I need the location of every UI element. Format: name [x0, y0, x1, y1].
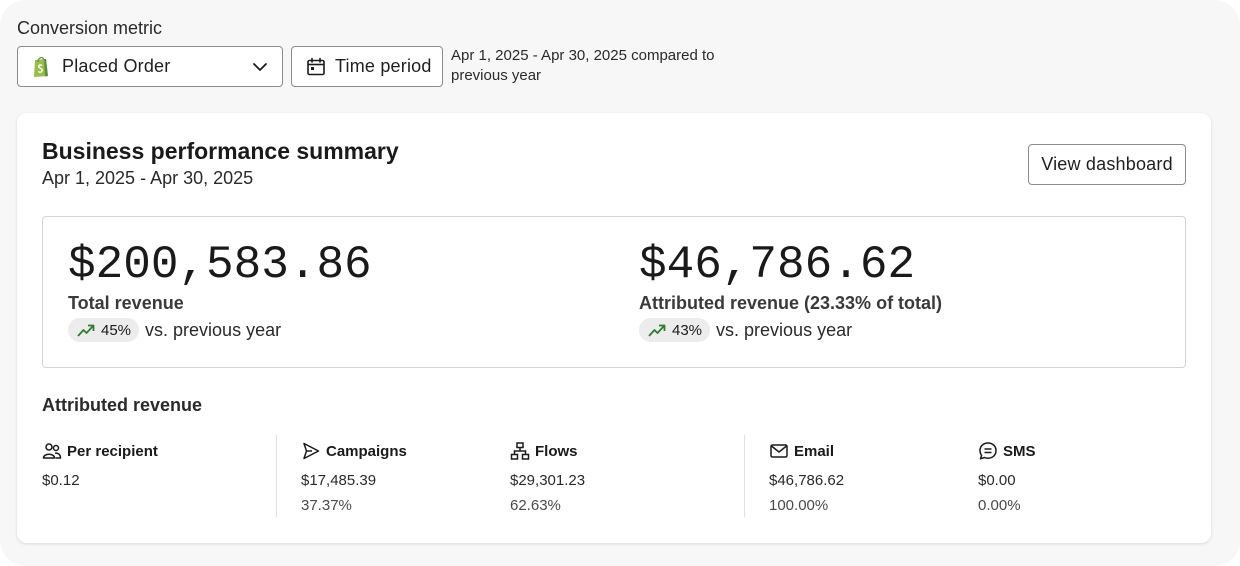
column-share: 100.00% [769, 497, 829, 514]
comparison-text: vs. previous year [145, 319, 282, 340]
column-share: 37.37% [301, 497, 352, 514]
view-dashboard-button[interactable]: View dashboard [1028, 144, 1186, 185]
flows-column: Flows $29,301.23 62.63% [510, 441, 585, 514]
kpi-label: Attributed revenue (23.33% of total) [639, 293, 943, 313]
email-icon [770, 444, 788, 458]
column-value: $0.12 [42, 472, 80, 489]
conversion-metric-value: Placed Order [62, 56, 171, 76]
comparison-text: vs. previous year [716, 319, 853, 340]
chevron-down-icon [253, 63, 267, 71]
people-icon [42, 443, 62, 459]
card-date-range: Apr 1, 2025 - Apr 30, 2025 [42, 168, 254, 188]
kpi-trend: 43% vs. previous year [639, 318, 852, 342]
column-divider [744, 435, 745, 517]
column-label: Campaigns [326, 442, 407, 460]
time-period-button[interactable]: Time period [291, 46, 443, 87]
conversion-metric-label: Conversion metric [17, 18, 163, 38]
column-share: 62.63% [510, 497, 561, 514]
sms-icon [979, 442, 997, 460]
column-value: $17,485.39 [301, 472, 377, 489]
kpi-label: Total revenue [68, 293, 184, 313]
kpi-value: $46,786.62 [639, 239, 916, 291]
kpi-trend: 45% vs. previous year [68, 318, 281, 342]
change-badge: 43% [639, 318, 711, 342]
sms-column: SMS $0.00 0.00% [978, 441, 1036, 514]
kpi-panel: $200,583.86 Total revenue 45% vs. previo… [42, 216, 1186, 368]
shopify-icon [34, 56, 48, 77]
comparison-range-text: Apr 1, 2025 - Apr 30, 2025 compared to p… [451, 47, 715, 84]
campaign-send-icon [303, 442, 320, 460]
campaigns-column: Campaigns $17,485.39 37.37% [301, 441, 407, 515]
column-label: Per recipient [67, 442, 158, 460]
column-label: SMS [1003, 442, 1036, 460]
business-performance-card: Business performance summary Apr 1, 2025… [17, 113, 1211, 543]
change-value: 43% [672, 321, 703, 339]
calendar-icon [307, 57, 325, 75]
email-column: Email $46,786.62 100.00% [769, 441, 845, 515]
change-value: 45% [101, 321, 132, 339]
column-share: 0.00% [978, 497, 1021, 514]
column-divider [276, 435, 277, 517]
column-value: $46,786.62 [769, 472, 845, 489]
flows-icon [510, 442, 530, 460]
conversion-metric-select[interactable]: Placed Order [17, 46, 283, 87]
column-value: $29,301.23 [510, 472, 586, 489]
per-recipient-column: Per recipient $0.12 [42, 441, 158, 490]
trend-up-icon [77, 324, 95, 337]
column-value: $0.00 [978, 472, 1016, 489]
attributed-revenue-title: Attributed revenue [42, 395, 203, 415]
card-title: Business performance summary [42, 138, 399, 164]
trend-up-icon [648, 324, 666, 337]
kpi-value: $200,583.86 [68, 239, 372, 291]
column-label: Email [794, 442, 835, 460]
change-badge: 45% [68, 318, 140, 342]
time-period-label: Time period [335, 56, 432, 76]
column-label: Flows [535, 442, 578, 460]
